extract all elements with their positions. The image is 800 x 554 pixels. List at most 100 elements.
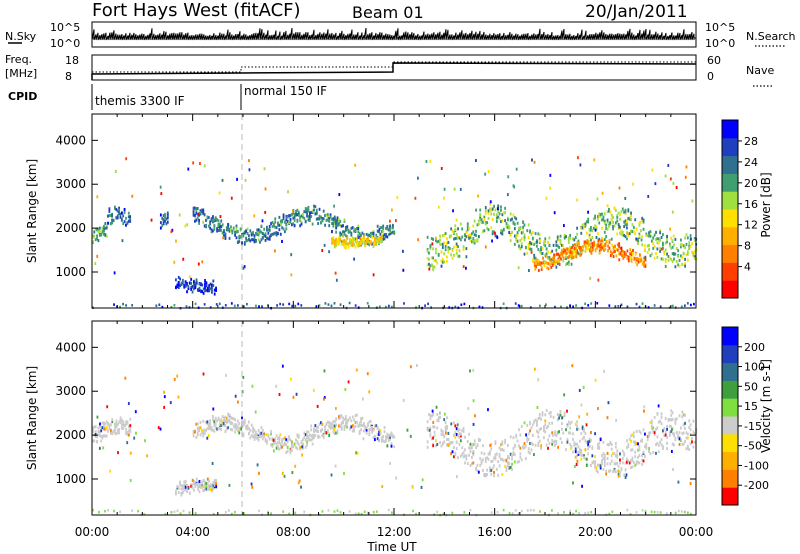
range-cell — [553, 259, 555, 263]
colorbar-tick-label: 8 — [744, 240, 751, 253]
range-cell — [502, 448, 505, 452]
range-cell — [668, 424, 671, 428]
range-cell — [385, 226, 387, 230]
range-cell — [558, 254, 561, 258]
range-cell — [462, 430, 465, 434]
ground-scatter-cell — [227, 509, 230, 512]
range-cell — [494, 234, 497, 238]
range-cell — [684, 262, 686, 266]
range-cell — [199, 209, 202, 213]
range-cell — [350, 425, 353, 429]
range-cell — [471, 232, 473, 236]
range-cell — [556, 413, 559, 417]
range-cell — [634, 257, 637, 261]
range-cell — [428, 262, 430, 266]
range-cell — [306, 207, 308, 211]
range-cell — [689, 244, 692, 248]
range-cell — [311, 209, 314, 213]
range-cell — [224, 430, 227, 434]
isolated-cell — [625, 473, 628, 477]
range-cell — [613, 206, 616, 210]
range-cell — [591, 229, 594, 233]
range-cell — [566, 424, 569, 428]
range-cell — [278, 447, 281, 451]
range-cell — [685, 447, 688, 451]
range-cell — [591, 248, 594, 252]
range-cell — [526, 439, 529, 443]
isolated-cell — [655, 451, 657, 455]
isolated-cell — [624, 223, 627, 227]
isolated-cell — [626, 231, 629, 235]
range-cell — [288, 221, 290, 225]
ground-scatter-cell — [348, 301, 351, 305]
isolated-cell — [96, 254, 99, 258]
range-cell — [385, 437, 387, 441]
range-cell — [271, 220, 274, 224]
isolated-cell — [580, 403, 583, 407]
range-cell — [243, 230, 246, 234]
range-cell — [484, 211, 487, 215]
range-cell — [440, 432, 443, 436]
range-cell — [670, 430, 673, 434]
isolated-cell — [443, 187, 446, 191]
range-cell — [393, 435, 396, 439]
range-cell — [537, 431, 540, 435]
isolated-cell — [290, 273, 293, 277]
range-cell — [286, 219, 289, 223]
range-cell — [245, 236, 248, 240]
colorbar-tick-label: -100 — [744, 459, 769, 472]
isolated-cell — [440, 264, 443, 268]
isolated-cell — [253, 214, 256, 218]
ground-scatter-cell — [188, 306, 191, 309]
range-cell — [231, 428, 234, 432]
range-cell — [277, 447, 279, 451]
isolated-cell — [533, 453, 535, 457]
range-cell — [360, 423, 362, 427]
range-cell — [626, 457, 628, 461]
velocity-data — [92, 364, 698, 517]
range-cell — [547, 261, 550, 265]
range-cell — [637, 260, 640, 264]
range-cell — [227, 418, 230, 422]
range-cell — [446, 255, 448, 259]
range-cell — [570, 262, 573, 266]
range-cell — [250, 434, 253, 438]
range-cell — [350, 419, 353, 423]
range-cell — [620, 468, 623, 472]
range-cell — [590, 238, 592, 242]
range-cell — [538, 428, 541, 432]
range-cell — [261, 433, 264, 437]
isolated-cell — [675, 186, 678, 190]
range-cell — [684, 246, 686, 250]
range-cell — [623, 220, 626, 224]
range-cell — [644, 258, 647, 262]
range-cell — [175, 489, 177, 493]
range-cell — [166, 220, 169, 224]
range-cell — [290, 213, 293, 217]
range-cell — [489, 450, 491, 454]
range-cell — [228, 227, 231, 231]
range-cell — [450, 227, 453, 231]
range-cell — [186, 489, 188, 493]
range-cell — [197, 481, 199, 485]
isolated-cell — [103, 427, 106, 431]
range-cell — [563, 414, 566, 418]
range-cell — [307, 434, 310, 438]
range-cell — [583, 455, 585, 459]
range-cell — [302, 212, 304, 216]
range-cell — [612, 215, 614, 219]
isolated-cell — [477, 194, 480, 198]
ground-scatter-cell — [212, 512, 215, 516]
ground-scatter-cell — [327, 509, 330, 512]
ground-scatter-cell — [387, 304, 390, 308]
range-cell — [274, 439, 277, 443]
range-cell — [206, 427, 209, 431]
isolated-cell — [632, 182, 635, 186]
isolated-cell — [432, 436, 434, 440]
range-cell — [313, 204, 315, 208]
ground-scatter-cell — [575, 509, 577, 513]
range-cell — [631, 223, 634, 227]
range-cell — [379, 432, 382, 436]
range-cell — [202, 434, 205, 438]
range-cell — [584, 431, 587, 435]
